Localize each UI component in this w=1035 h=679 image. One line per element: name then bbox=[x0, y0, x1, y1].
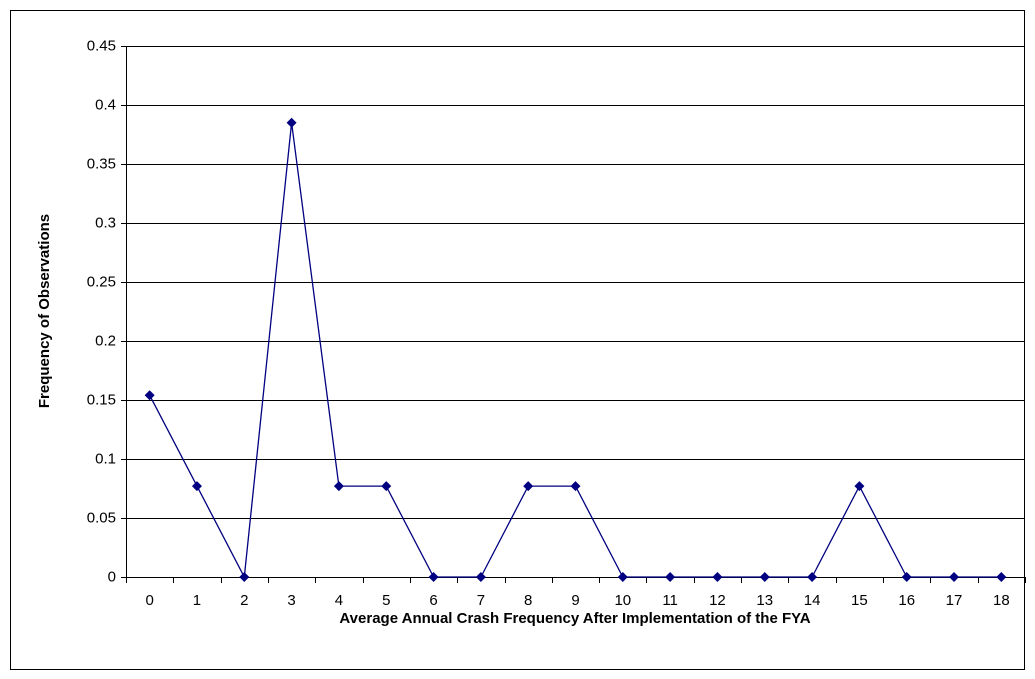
marker bbox=[333, 481, 344, 492]
x-tick-label: 18 bbox=[993, 592, 1010, 609]
marker bbox=[191, 481, 202, 492]
x-tick-label: 2 bbox=[240, 592, 248, 609]
x-tick-label: 4 bbox=[335, 592, 343, 609]
marker bbox=[570, 481, 581, 492]
x-tick-label: 10 bbox=[614, 592, 631, 609]
x-tick-label: 15 bbox=[851, 592, 868, 609]
marker bbox=[475, 572, 486, 582]
marker bbox=[381, 481, 392, 492]
x-tick-label: 12 bbox=[709, 592, 726, 609]
x-tick-label: 5 bbox=[382, 592, 390, 609]
x-tick-label: 8 bbox=[524, 592, 532, 609]
marker bbox=[428, 572, 439, 582]
y-tick-label: 0.45 bbox=[87, 37, 116, 54]
x-tick-label: 3 bbox=[287, 592, 295, 609]
marker bbox=[901, 572, 912, 582]
marker bbox=[949, 572, 960, 582]
marker bbox=[712, 572, 723, 582]
y-tick-label: 0.15 bbox=[87, 391, 116, 408]
x-tick-label: 9 bbox=[571, 592, 579, 609]
y-tick-label: 0.25 bbox=[87, 273, 116, 290]
marker bbox=[523, 481, 534, 492]
x-tick-label: 17 bbox=[946, 592, 963, 609]
chart-border bbox=[10, 10, 1025, 670]
marker bbox=[807, 572, 818, 582]
marker bbox=[665, 572, 676, 582]
y-axis-title: Frequency of Observations bbox=[36, 214, 53, 408]
y-tick-label: 0 bbox=[108, 568, 116, 585]
y-tick-label: 0.4 bbox=[95, 96, 116, 113]
marker bbox=[286, 117, 297, 128]
marker bbox=[759, 572, 770, 582]
x-tick-label: 14 bbox=[804, 592, 821, 609]
x-tick-label: 7 bbox=[477, 592, 485, 609]
x-tick-label: 6 bbox=[429, 592, 437, 609]
x-tick-label: 1 bbox=[193, 592, 201, 609]
marker bbox=[144, 390, 155, 401]
y-tick-label: 0.1 bbox=[95, 450, 116, 467]
x-tick-label: 16 bbox=[898, 592, 915, 609]
y-tick-label: 0.2 bbox=[95, 332, 116, 349]
marker bbox=[854, 481, 865, 492]
x-tick-label: 13 bbox=[756, 592, 773, 609]
y-tick-label: 0.3 bbox=[95, 214, 116, 231]
y-tick-label: 0.05 bbox=[87, 509, 116, 526]
marker bbox=[996, 572, 1007, 582]
x-axis-title: Average Annual Crash Frequency After Imp… bbox=[339, 610, 810, 627]
marker bbox=[239, 572, 250, 582]
y-tick-label: 0.35 bbox=[87, 155, 116, 172]
x-tick-label: 11 bbox=[662, 592, 678, 609]
x-tick-label: 0 bbox=[145, 592, 153, 609]
marker bbox=[617, 572, 628, 582]
